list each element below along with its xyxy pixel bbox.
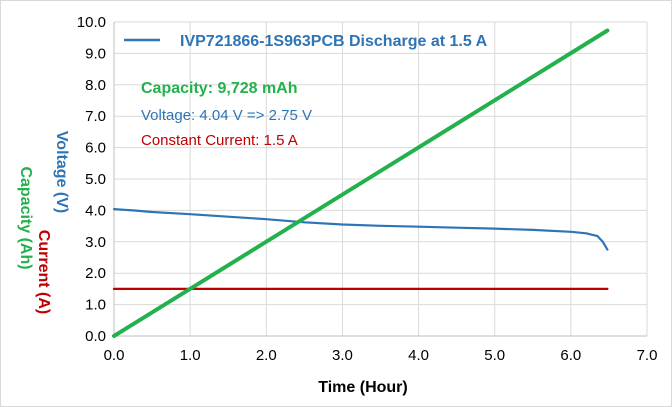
axis-layer: 0.0 1.0 2.0 3.0 4.0 5.0 6.0 7.0 8.0 9.0 10.0 0.0 1.0… [77, 14, 658, 364]
legend-label: IVP721866-1S963PCB Discharge at 1.5 A [180, 33, 488, 50]
y-tick-label: 5.0 [85, 171, 106, 188]
x-tick-label: 6.0 [560, 347, 581, 364]
y-tick-label: 6.0 [85, 140, 106, 157]
x-tick-label: 7.0 [637, 347, 658, 364]
y-tick-label: 2.0 [85, 265, 106, 282]
x-tick-label: 5.0 [484, 347, 505, 364]
y-tick-label: 8.0 [85, 77, 106, 94]
voltage-series-line [112, 208, 609, 251]
y-axis-title-voltage: Voltage (V) [53, 131, 70, 213]
current-annotation: Constant Current: 1.5 A [141, 132, 298, 149]
grid-layer [114, 21, 648, 336]
y-tick-label: 0.0 [85, 328, 106, 345]
y-tick-label: 1.0 [85, 297, 106, 314]
y-axis-title-capacity: Capacity (Ah) [17, 166, 34, 269]
x-axis-title: Time (Hour) [318, 379, 407, 396]
legend: IVP721866-1S963PCB Discharge at 1.5 A [124, 33, 488, 50]
capacity-annotation: Capacity: 9,728 mAh [141, 80, 298, 97]
x-tick-label: 3.0 [332, 347, 353, 364]
y-tick-label: 3.0 [85, 234, 106, 251]
x-tick-label: 2.0 [256, 347, 277, 364]
series-layer [112, 28, 610, 338]
x-tick-label: 0.0 [104, 347, 125, 364]
y-tick-label: 4.0 [85, 202, 106, 219]
capacity-series-line [112, 28, 610, 338]
x-tick-label: 4.0 [408, 347, 429, 364]
y-tick-label: 9.0 [85, 45, 106, 62]
x-tick-label: 1.0 [180, 347, 201, 364]
y-tick-label: 10.0 [77, 14, 106, 31]
annotations: Capacity: 9,728 mAh Voltage: 4.04 V => 2… [141, 80, 312, 149]
y-axis-title-current: Current (A) [35, 230, 52, 314]
voltage-annotation: Voltage: 4.04 V => 2.75 V [141, 107, 312, 124]
y-tick-label: 7.0 [85, 108, 106, 125]
